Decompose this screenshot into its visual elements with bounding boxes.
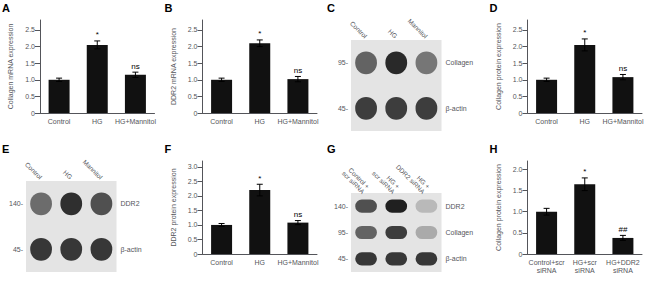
svg-text:B: B xyxy=(165,2,173,14)
svg-text:Collagen: Collagen xyxy=(446,229,474,237)
svg-text:DDR2 mRNA expression: DDR2 mRNA expression xyxy=(170,28,178,105)
svg-text:HG +: HG + xyxy=(415,174,432,190)
svg-text:DDR2: DDR2 xyxy=(446,203,465,210)
svg-text:1.0: 1.0 xyxy=(188,221,198,228)
svg-text:95-: 95- xyxy=(338,229,349,236)
svg-text:A: A xyxy=(2,2,10,14)
svg-text:Control: Control xyxy=(210,259,233,266)
svg-text:0.5: 0.5 xyxy=(513,93,523,100)
svg-text:45-: 45- xyxy=(338,255,349,262)
svg-text:1.0: 1.0 xyxy=(188,76,198,83)
svg-text:Control: Control xyxy=(210,118,233,125)
svg-text:3.0: 3.0 xyxy=(188,163,198,170)
svg-text:HG: HG xyxy=(255,118,266,125)
svg-text:1.5: 1.5 xyxy=(513,187,523,194)
svg-text:DDR2: DDR2 xyxy=(121,200,140,207)
svg-text:HG: HG xyxy=(255,259,266,266)
svg-text:1.0: 1.0 xyxy=(513,76,523,83)
svg-text:β-actin: β-actin xyxy=(446,105,467,113)
svg-text:Control +: Control + xyxy=(347,166,371,190)
svg-text:Mannitol: Mannitol xyxy=(407,17,429,39)
svg-text:E: E xyxy=(2,143,9,155)
svg-text:1.5: 1.5 xyxy=(513,60,523,67)
svg-text:2.5: 2.5 xyxy=(25,26,35,33)
svg-text:0: 0 xyxy=(194,110,198,117)
svg-text:Mannitol: Mannitol xyxy=(82,158,104,180)
svg-text:Control: Control xyxy=(48,118,71,125)
svg-text:D: D xyxy=(490,2,498,14)
svg-text:0.5: 0.5 xyxy=(25,93,35,100)
svg-text:2.0: 2.0 xyxy=(188,192,198,199)
svg-text:0: 0 xyxy=(31,110,35,117)
svg-text:1.5: 1.5 xyxy=(188,207,198,214)
svg-text:1.5: 1.5 xyxy=(188,60,198,67)
svg-text:0.5: 0.5 xyxy=(188,93,198,100)
svg-text:β-actin: β-actin xyxy=(446,255,467,263)
svg-text:HG+Mannitol: HG+Mannitol xyxy=(602,118,643,125)
svg-text:HG+DDR2: HG+DDR2 xyxy=(606,259,640,266)
svg-text:ns: ns xyxy=(619,64,627,73)
svg-text:DDR2 protein expression: DDR2 protein expression xyxy=(170,168,178,246)
svg-text:H: H xyxy=(490,143,498,155)
svg-text:0.5: 0.5 xyxy=(188,236,198,243)
svg-text:DDR2 siRNA: DDR2 siRNA xyxy=(395,163,427,195)
svg-text:0: 0 xyxy=(194,251,198,258)
svg-text:HG+Mannitol: HG+Mannitol xyxy=(115,118,156,125)
svg-text:siRNA: siRNA xyxy=(537,267,557,274)
svg-text:β-actin: β-actin xyxy=(121,246,142,254)
svg-text:45-: 45- xyxy=(13,246,24,253)
svg-text:2.0: 2.0 xyxy=(188,43,198,50)
svg-text:2.5: 2.5 xyxy=(188,178,198,185)
svg-text:HG+scr: HG+scr xyxy=(573,259,598,266)
svg-text:*: * xyxy=(583,28,586,37)
svg-text:scr siRNA: scr siRNA xyxy=(371,170,397,196)
svg-text:140-: 140- xyxy=(334,203,349,210)
svg-text:Control: Control xyxy=(24,161,44,181)
svg-text:2.5: 2.5 xyxy=(188,26,198,33)
svg-text:HG+Mannitol: HG+Mannitol xyxy=(277,259,318,266)
svg-text:siRNA: siRNA xyxy=(613,267,633,274)
svg-text:*: * xyxy=(258,29,261,38)
svg-text:HG: HG xyxy=(387,28,399,40)
svg-text:0: 0 xyxy=(519,251,523,258)
svg-text:HG: HG xyxy=(580,118,591,125)
svg-text:*: * xyxy=(583,167,586,176)
svg-text:G: G xyxy=(327,143,336,155)
svg-text:ns: ns xyxy=(294,210,302,219)
svg-text:Control: Control xyxy=(349,20,369,40)
svg-text:2.0: 2.0 xyxy=(513,43,523,50)
svg-text:140-: 140- xyxy=(9,200,24,207)
svg-text:Collagen mRNA expression: Collagen mRNA expression xyxy=(7,24,15,110)
svg-text:1.5: 1.5 xyxy=(25,60,35,67)
svg-text:0.5: 0.5 xyxy=(513,229,523,236)
svg-text:0: 0 xyxy=(519,110,523,117)
svg-text:Collagen protein expression: Collagen protein expression xyxy=(495,164,503,251)
svg-text:Control: Control xyxy=(535,118,558,125)
svg-text:95-: 95- xyxy=(338,59,349,66)
svg-text:HG+Mannitol: HG+Mannitol xyxy=(277,118,318,125)
svg-text:HG: HG xyxy=(92,118,103,125)
svg-text:*: * xyxy=(96,30,99,39)
svg-text:2.0: 2.0 xyxy=(513,166,523,173)
svg-text:C: C xyxy=(327,2,335,14)
svg-text:Collagen: Collagen xyxy=(446,59,474,67)
svg-text:2.0: 2.0 xyxy=(25,43,35,50)
svg-text:ns: ns xyxy=(131,62,139,71)
svg-text:##: ## xyxy=(618,225,627,234)
svg-text:2.5: 2.5 xyxy=(513,26,523,33)
svg-text:Control+scr: Control+scr xyxy=(529,259,566,266)
svg-text:*: * xyxy=(258,174,261,183)
svg-text:siRNA: siRNA xyxy=(575,267,595,274)
svg-text:HG +: HG + xyxy=(385,174,402,190)
svg-text:F: F xyxy=(165,143,172,155)
svg-text:Collagen protein expression: Collagen protein expression xyxy=(495,23,503,110)
svg-text:1.0: 1.0 xyxy=(513,208,523,215)
svg-text:ns: ns xyxy=(294,66,302,75)
svg-text:scr siRNA: scr siRNA xyxy=(341,170,367,196)
svg-text:1.0: 1.0 xyxy=(25,76,35,83)
svg-text:45-: 45- xyxy=(338,105,349,112)
svg-text:HG: HG xyxy=(62,169,74,181)
